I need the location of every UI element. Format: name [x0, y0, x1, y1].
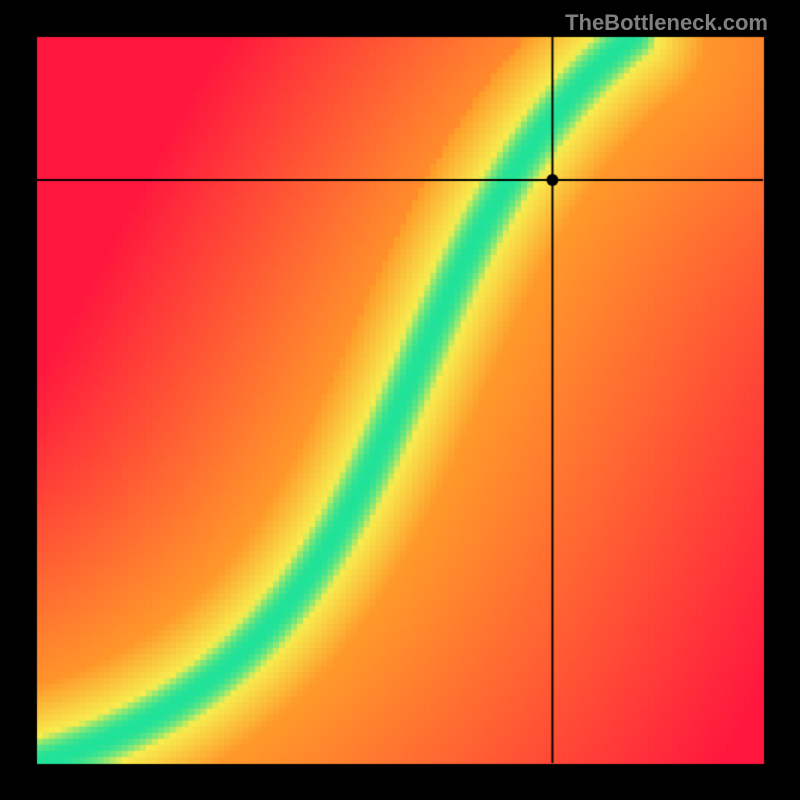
- heatmap-chart: [0, 0, 800, 800]
- watermark: TheBottleneck.com: [565, 10, 768, 36]
